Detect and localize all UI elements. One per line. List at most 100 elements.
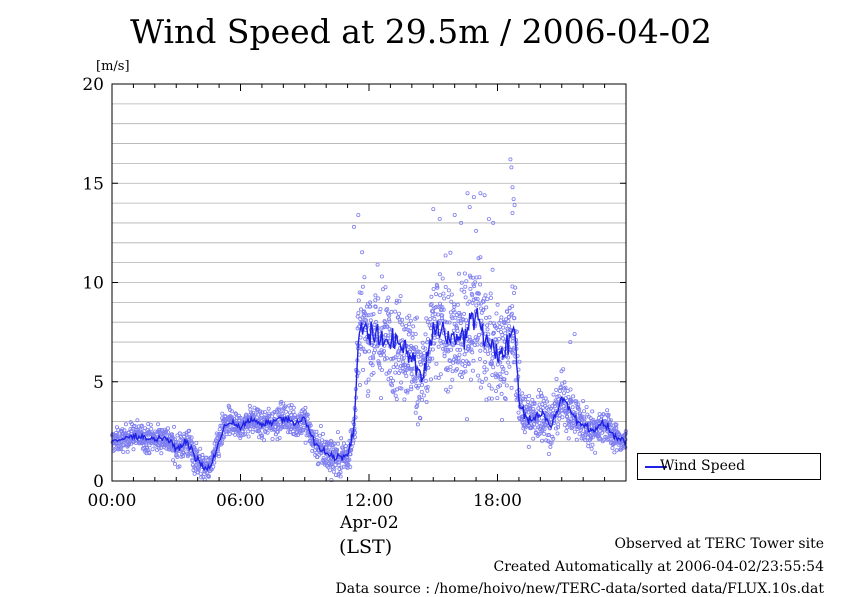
data-point bbox=[537, 387, 542, 392]
data-point bbox=[565, 425, 570, 430]
data-point bbox=[551, 392, 556, 397]
data-point bbox=[227, 432, 232, 437]
data-point bbox=[582, 409, 587, 414]
data-point bbox=[491, 365, 496, 370]
data-point bbox=[355, 314, 360, 319]
data-point bbox=[451, 343, 456, 348]
data-point bbox=[194, 440, 199, 445]
data-point bbox=[379, 367, 384, 372]
data-point bbox=[299, 431, 304, 436]
data-point bbox=[478, 385, 483, 390]
data-point bbox=[399, 380, 404, 385]
data-point-outlier bbox=[486, 216, 491, 221]
data-point bbox=[348, 464, 353, 469]
data-point bbox=[490, 356, 495, 361]
data-point bbox=[502, 377, 507, 382]
data-point bbox=[466, 362, 471, 367]
data-point bbox=[370, 363, 375, 368]
data-point bbox=[419, 382, 424, 387]
data-point bbox=[380, 287, 385, 292]
data-point bbox=[171, 424, 176, 429]
data-point bbox=[448, 385, 453, 390]
data-point bbox=[339, 436, 344, 441]
data-point bbox=[411, 324, 416, 329]
data-point bbox=[272, 409, 277, 414]
data-point bbox=[464, 324, 469, 329]
data-point bbox=[527, 393, 532, 398]
data-point bbox=[400, 365, 405, 370]
data-point bbox=[505, 309, 510, 314]
data-point bbox=[448, 310, 453, 315]
data-point bbox=[477, 275, 482, 280]
data-point bbox=[434, 292, 439, 297]
data-point bbox=[516, 410, 521, 415]
data-point bbox=[488, 320, 493, 325]
grid-layer bbox=[112, 103, 626, 462]
data-point bbox=[491, 330, 496, 335]
data-point bbox=[368, 304, 373, 309]
data-point bbox=[159, 451, 164, 456]
x-tick-label: 00:00 bbox=[88, 491, 137, 511]
data-point bbox=[200, 458, 205, 463]
data-point bbox=[431, 286, 436, 291]
data-point bbox=[546, 451, 551, 456]
y-tick-label: 0 bbox=[93, 472, 104, 492]
y-tick-label: 10 bbox=[82, 274, 104, 294]
data-point bbox=[435, 284, 440, 289]
data-point bbox=[537, 431, 542, 436]
data-point bbox=[221, 435, 226, 440]
data-point bbox=[425, 388, 430, 393]
data-point bbox=[490, 267, 495, 272]
data-point bbox=[452, 304, 457, 309]
data-point bbox=[477, 356, 482, 361]
data-point bbox=[490, 373, 495, 378]
data-point bbox=[462, 352, 467, 357]
data-point bbox=[270, 436, 275, 441]
data-point bbox=[335, 441, 340, 446]
data-point bbox=[434, 361, 439, 366]
data-point bbox=[458, 347, 463, 352]
data-point bbox=[488, 295, 493, 300]
data-point bbox=[477, 332, 482, 337]
data-point bbox=[587, 420, 592, 425]
data-point bbox=[545, 399, 550, 404]
data-point bbox=[371, 312, 376, 317]
data-point bbox=[510, 339, 515, 344]
data-point-outlier bbox=[511, 197, 516, 202]
data-point-outlier bbox=[459, 220, 464, 225]
data-point bbox=[571, 394, 576, 399]
data-point bbox=[385, 307, 390, 312]
data-point bbox=[596, 415, 601, 420]
x-tick-label: 06:00 bbox=[216, 491, 265, 511]
data-point bbox=[505, 355, 510, 360]
data-point bbox=[468, 377, 473, 382]
data-point-outlier bbox=[437, 216, 442, 221]
data-point bbox=[476, 373, 481, 378]
data-point bbox=[315, 439, 320, 444]
data-point bbox=[454, 323, 459, 328]
data-point bbox=[586, 444, 591, 449]
data-point bbox=[413, 331, 418, 336]
data-point bbox=[327, 468, 332, 473]
data-point bbox=[478, 255, 483, 260]
data-point bbox=[216, 451, 221, 456]
data-point bbox=[400, 338, 405, 343]
data-point bbox=[507, 324, 512, 329]
data-point bbox=[571, 423, 576, 428]
data-point bbox=[409, 384, 414, 389]
data-point bbox=[497, 383, 502, 388]
data-point bbox=[147, 451, 152, 456]
data-point-outlier bbox=[510, 185, 515, 190]
data-point bbox=[281, 401, 286, 406]
data-point bbox=[442, 296, 447, 301]
data-point bbox=[459, 342, 464, 347]
data-point bbox=[560, 415, 565, 420]
data-point bbox=[550, 403, 555, 408]
data-point bbox=[452, 310, 457, 315]
data-point bbox=[437, 301, 442, 306]
data-point bbox=[457, 314, 462, 319]
data-point bbox=[253, 412, 258, 417]
data-point bbox=[456, 359, 461, 364]
data-point bbox=[121, 449, 126, 454]
data-point bbox=[489, 386, 494, 391]
